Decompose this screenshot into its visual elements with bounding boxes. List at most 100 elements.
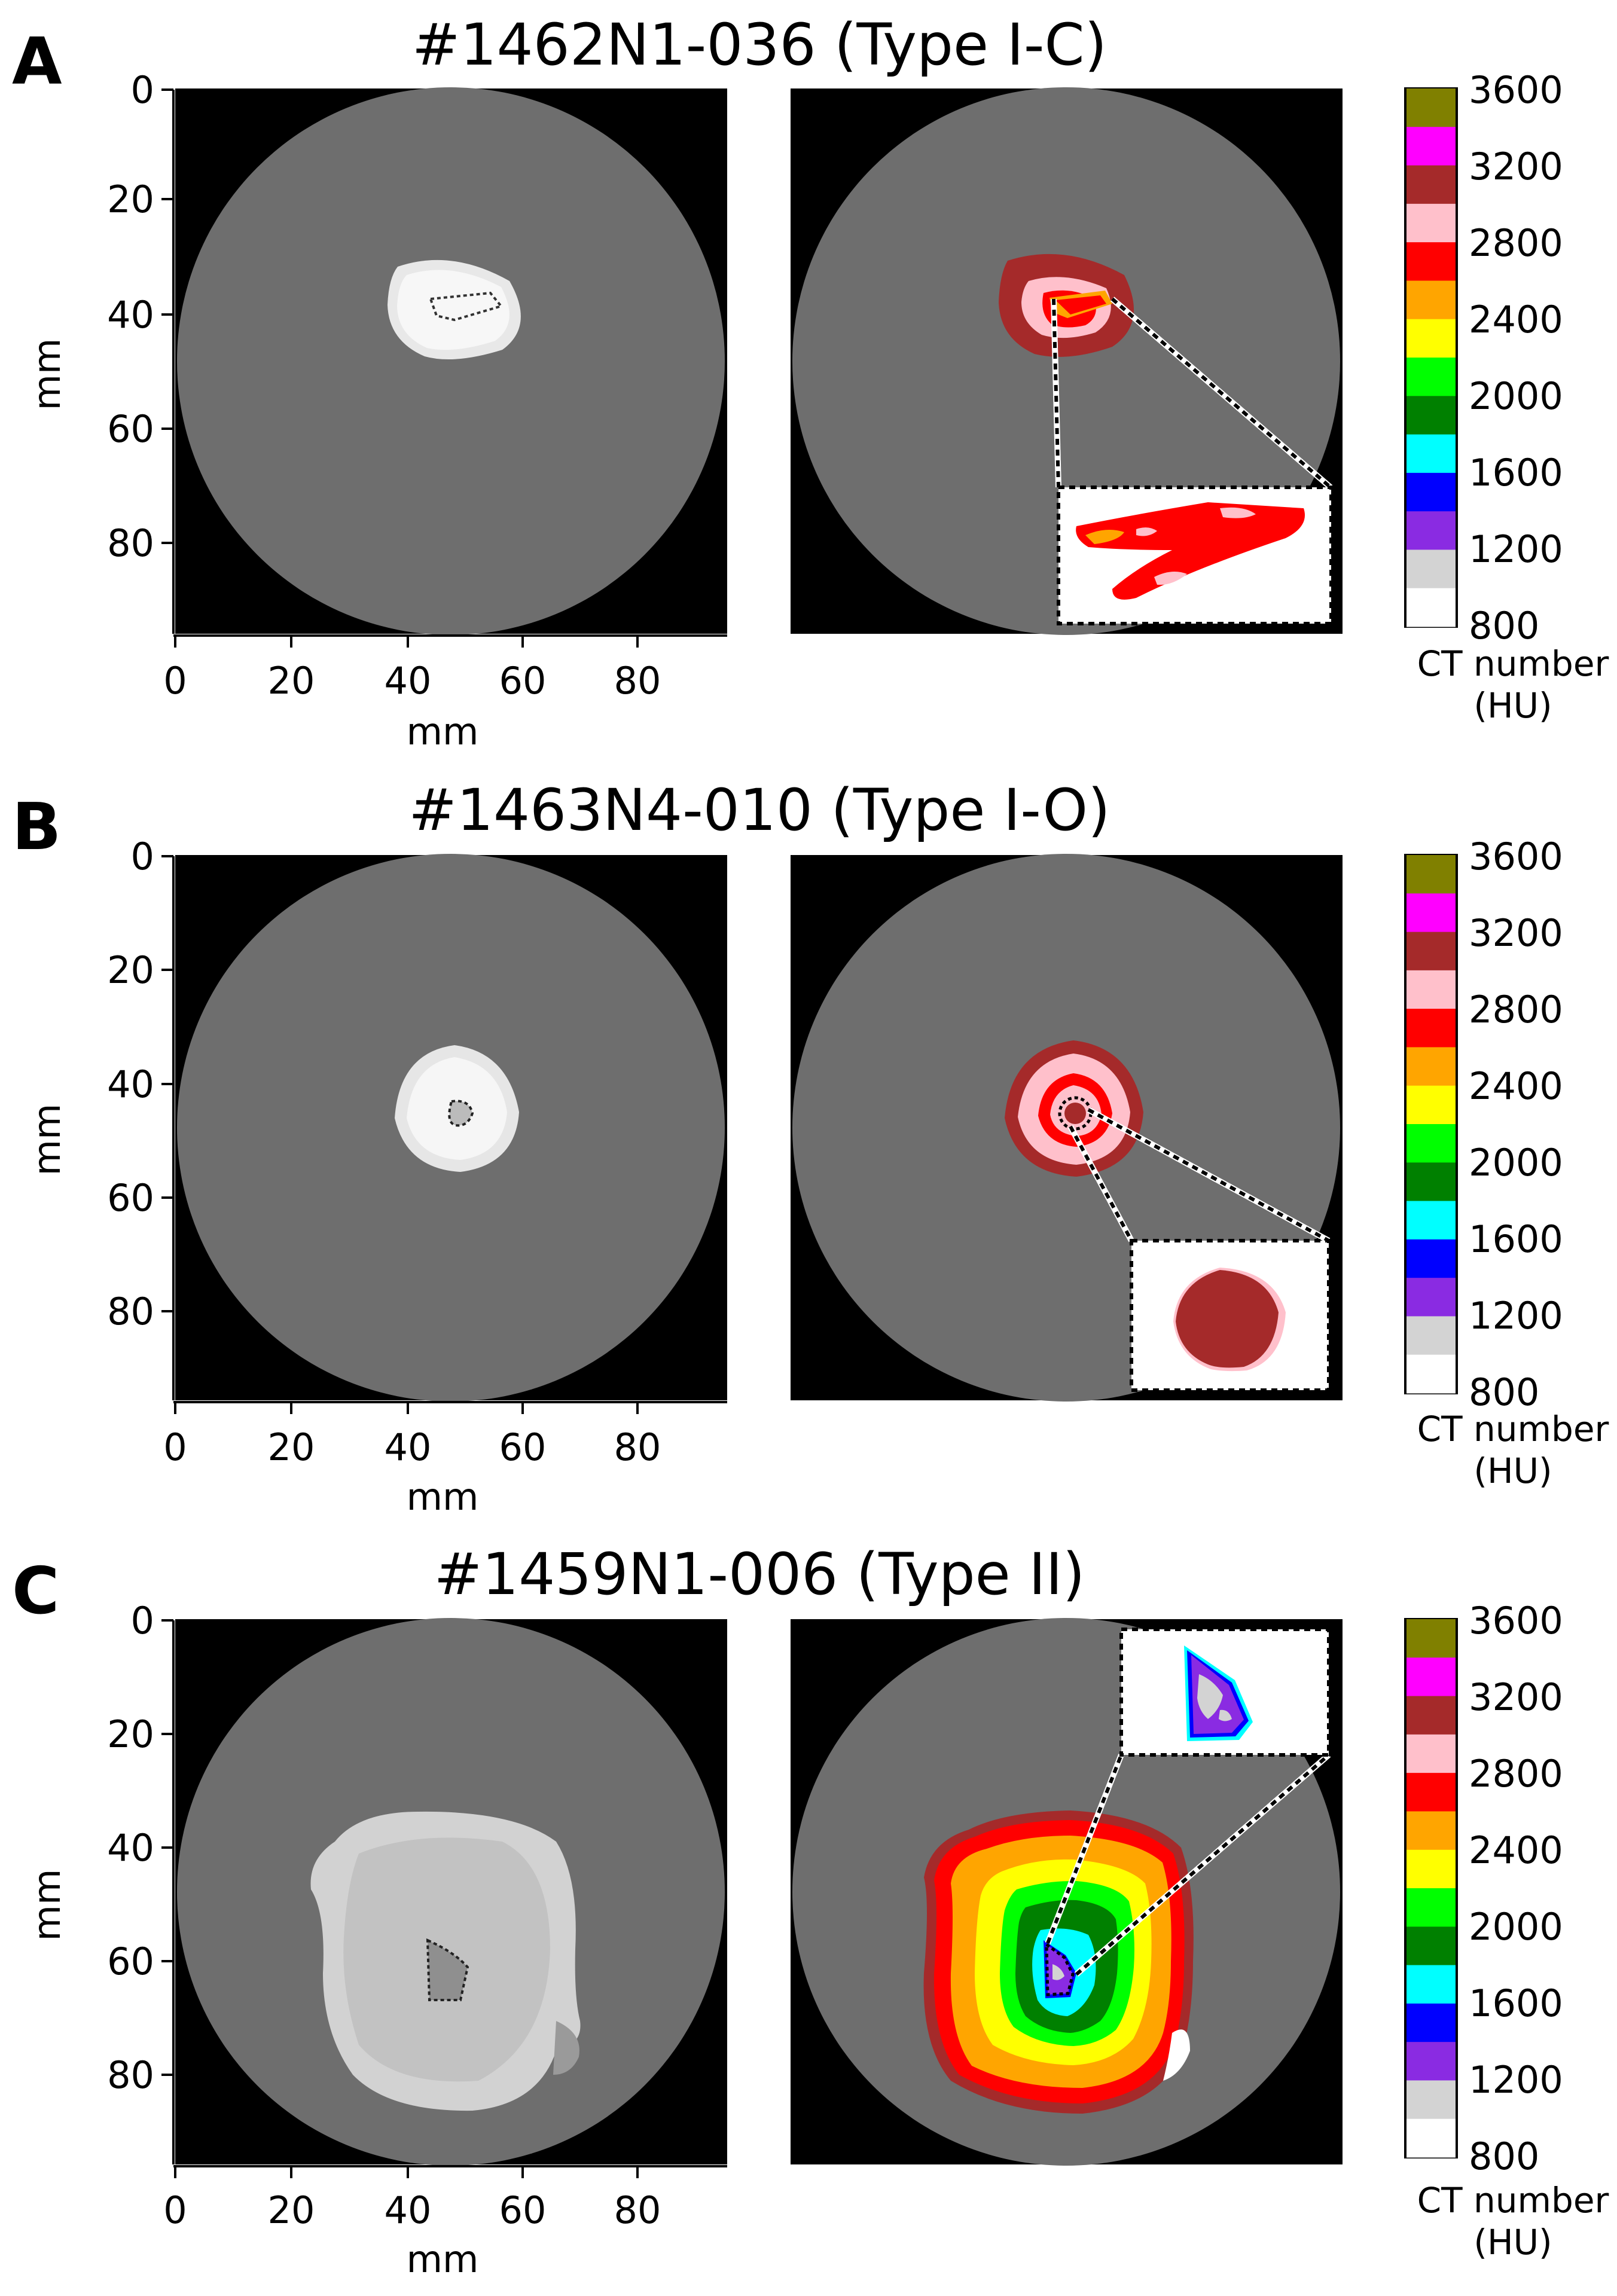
colorbar-title: CT number xyxy=(1417,1409,1609,1449)
colorbar-tick-label: 1600 xyxy=(1469,1217,1563,1261)
x-tick-label: 20 xyxy=(268,659,315,703)
y-tick-label: 40 xyxy=(107,293,154,337)
x-tick-label: 40 xyxy=(385,1425,432,1469)
colorbar-title: CT number xyxy=(1417,2180,1609,2221)
x-tick-label: 60 xyxy=(499,2188,547,2232)
colorbar-title: CT number xyxy=(1417,643,1609,684)
x-tick-label: 20 xyxy=(268,2188,315,2232)
x-axis-label: mm xyxy=(407,710,479,753)
panel-title: #1463N4-010 (Type I-O) xyxy=(408,777,1110,844)
colorbar-band xyxy=(1407,2080,1456,2120)
colorbar-tick-label: 3600 xyxy=(1469,68,1563,112)
colorbar-tick-label: 2400 xyxy=(1469,298,1563,341)
y-tick-label: 20 xyxy=(107,1712,154,1756)
colorbar-tick-label: 2000 xyxy=(1469,1905,1563,1949)
y-tick-label: 60 xyxy=(107,1176,154,1220)
colorbar: 3600 3200 2800 2400 2000 1600 1200 800 C… xyxy=(1404,68,1609,726)
colorbar-tick-label: 1200 xyxy=(1469,527,1563,571)
colorbar-band xyxy=(1407,127,1456,166)
colorbar-band xyxy=(1407,1811,1456,1851)
x-axis: 0 20 40 60 80 mm xyxy=(163,634,727,753)
colorbar-tick-label: 800 xyxy=(1469,1370,1539,1414)
colorbar-tick-label: 2800 xyxy=(1469,988,1563,1031)
x-axis: 0 20 40 60 80 mm xyxy=(163,1401,727,1519)
y-tick-label: 80 xyxy=(107,2053,154,2097)
colorbar-tick-label: 3200 xyxy=(1469,145,1563,188)
colorbar-band xyxy=(1407,1849,1456,1889)
colorbar-tick-label: 1200 xyxy=(1469,1294,1563,1338)
y-tick-label: 80 xyxy=(107,1290,154,1333)
panel-c: C #1459N1-006 (Type II) 0 20 40 60 80 mm xyxy=(12,1541,1609,2281)
colorbar-band xyxy=(1407,2118,1456,2158)
y-tick-label: 60 xyxy=(107,1940,154,1983)
colorbar-band xyxy=(1407,1124,1456,1163)
colorbar: 3600 3200 2800 2400 2000 1600 1200 800 C… xyxy=(1404,1599,1609,2263)
colorbar-band xyxy=(1407,396,1456,435)
colorbar-tick-label: 2800 xyxy=(1469,221,1563,265)
colorbar-tick-label: 2400 xyxy=(1469,1828,1563,1872)
colorbar-band xyxy=(1407,511,1456,550)
x-tick-label: 80 xyxy=(614,659,661,703)
colorbar-band xyxy=(1407,1201,1456,1240)
panel-letter: B xyxy=(12,790,61,865)
colorbar-unit: (HU) xyxy=(1473,2222,1552,2263)
colorbar-band xyxy=(1407,165,1456,204)
y-axis-label: mm xyxy=(25,338,69,411)
x-tick-label: 40 xyxy=(385,659,432,703)
colorbar-unit: (HU) xyxy=(1473,1451,1552,1491)
x-axis-label: mm xyxy=(407,2237,479,2281)
y-tick-label: 20 xyxy=(107,178,154,221)
panel-title: #1459N1-006 (Type II) xyxy=(434,1541,1085,1608)
colorbar-band xyxy=(1407,1278,1456,1317)
colorbar-band xyxy=(1407,1009,1456,1048)
colorbar-bands xyxy=(1407,88,1456,627)
colorbar-band xyxy=(1407,893,1456,933)
colorbar-band xyxy=(1407,970,1456,1009)
ct-image-grayscale xyxy=(175,87,727,635)
colorbar-bands xyxy=(1407,855,1456,1394)
colorbar-tick-label: 1600 xyxy=(1469,451,1563,494)
colorbar-tick-label: 1200 xyxy=(1469,2058,1563,2102)
colorbar-band xyxy=(1407,2003,1456,2042)
colorbar-band xyxy=(1407,1965,1456,2004)
y-axis: 0 20 40 60 80 mm xyxy=(25,1599,175,2164)
colorbar-tick-label: 1600 xyxy=(1469,1981,1563,2025)
colorbar-band xyxy=(1407,1888,1456,1927)
colorbar-band xyxy=(1407,472,1456,512)
colorbar-band xyxy=(1407,1162,1456,1202)
y-tick-label: 40 xyxy=(107,1826,154,1870)
colorbar-tick-label: 2000 xyxy=(1469,374,1563,418)
colorbar-band xyxy=(1407,1619,1456,1658)
y-tick-label: 60 xyxy=(107,407,154,451)
colorbar-band xyxy=(1407,1354,1456,1394)
panel-letter: C xyxy=(12,1554,59,1629)
x-tick-label: 80 xyxy=(614,1425,661,1469)
colorbar-tick-label: 3600 xyxy=(1469,835,1563,878)
x-axis-label: mm xyxy=(407,1475,479,1519)
colorbar-band xyxy=(1407,1657,1456,1697)
panel-title: #1462N1-036 (Type I-C) xyxy=(412,11,1107,78)
x-axis: 0 20 40 60 80 mm xyxy=(163,2165,727,2281)
colorbar-tick-label: 800 xyxy=(1469,2135,1539,2178)
y-tick-label: 80 xyxy=(107,521,154,565)
colorbar-tick-label: 800 xyxy=(1469,604,1539,648)
y-tick-label: 40 xyxy=(107,1062,154,1106)
colorbar-tick-label: 3200 xyxy=(1469,911,1563,955)
colorbar-band xyxy=(1407,88,1456,127)
colorbar-tick-label: 3600 xyxy=(1469,1599,1563,1642)
colorbar-bands xyxy=(1407,1619,1456,2158)
x-tick-label: 60 xyxy=(499,659,547,703)
y-tick-label: 0 xyxy=(131,835,154,878)
colorbar-band xyxy=(1407,1047,1456,1086)
colorbar-band xyxy=(1407,855,1456,894)
colorbar-band xyxy=(1407,549,1456,589)
panel-b: B #1463N4-010 (Type I-O) 0 20 40 60 80 m… xyxy=(12,777,1609,1519)
y-tick-label: 20 xyxy=(107,948,154,992)
colorbar-tick-label: 3200 xyxy=(1469,1675,1563,1719)
colorbar-band xyxy=(1407,1926,1456,1966)
y-axis: 0 20 40 60 80 mm xyxy=(25,835,175,1400)
colorbar-tick-label: 2400 xyxy=(1469,1064,1563,1108)
colorbar-band xyxy=(1407,319,1456,358)
ct-image-colormap xyxy=(791,1618,1343,2166)
